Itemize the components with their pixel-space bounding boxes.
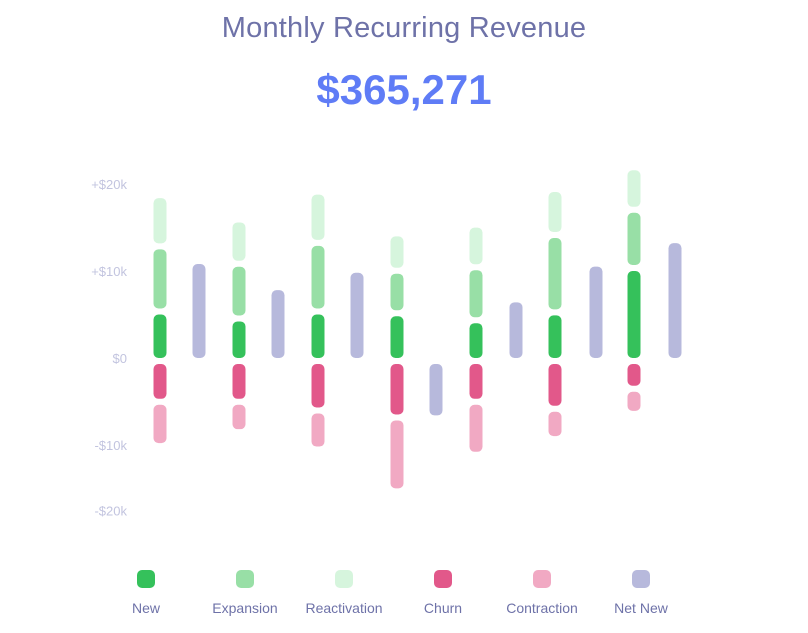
legend-item: Contraction xyxy=(506,570,578,616)
bar xyxy=(232,266,246,316)
legend-swatch xyxy=(434,570,452,588)
bar xyxy=(153,314,167,358)
bar xyxy=(390,273,404,311)
legend-swatch xyxy=(533,570,551,588)
y-tick-label: +$20k xyxy=(91,177,127,192)
mrr-total-value: $365,271 xyxy=(316,66,492,113)
bar xyxy=(311,314,325,358)
legend-label: Reactivation xyxy=(305,600,382,616)
bar xyxy=(311,413,325,447)
bar xyxy=(429,364,443,416)
bar xyxy=(232,404,246,430)
chart-title: Monthly Recurring Revenue xyxy=(221,12,587,44)
bar xyxy=(192,264,206,358)
y-tick-label: $0 xyxy=(113,351,127,366)
bar xyxy=(589,266,603,358)
bar xyxy=(232,222,246,261)
bar xyxy=(627,170,641,207)
legend-label: Expansion xyxy=(212,600,277,616)
y-tick-label: -$10k xyxy=(94,438,127,453)
legend-item: Churn xyxy=(424,570,462,616)
y-tick-label: -$20k xyxy=(94,503,127,518)
bar xyxy=(548,364,562,406)
bar xyxy=(668,243,682,358)
bars xyxy=(153,170,682,489)
bar xyxy=(390,420,404,489)
bar xyxy=(469,404,483,452)
bar xyxy=(232,364,246,399)
y-axis: +$20k +$10k $0 -$10k -$20k xyxy=(91,177,127,518)
legend-item: New xyxy=(132,570,161,616)
bar xyxy=(153,198,167,244)
legend-label: Churn xyxy=(424,600,462,616)
bar xyxy=(548,315,562,358)
bar xyxy=(509,302,523,358)
legend-swatch xyxy=(236,570,254,588)
bar xyxy=(153,364,167,399)
bar xyxy=(390,364,404,415)
bar xyxy=(627,271,641,358)
bar xyxy=(469,227,483,265)
legend-swatch xyxy=(137,570,155,588)
y-tick-label: +$10k xyxy=(91,264,127,279)
bar xyxy=(469,364,483,399)
legend-label: Net New xyxy=(614,600,669,616)
legend: New Expansion Reactivation Churn Contraction… xyxy=(132,570,669,616)
legend-label: New xyxy=(132,600,161,616)
bar xyxy=(390,236,404,268)
legend-label: Contraction xyxy=(506,600,578,616)
legend-item: Net New xyxy=(614,570,669,616)
bar xyxy=(548,192,562,233)
bar xyxy=(350,272,364,358)
bar xyxy=(311,245,325,309)
bar xyxy=(232,321,246,358)
bar xyxy=(548,238,562,310)
legend-swatch xyxy=(335,570,353,588)
legend-swatch xyxy=(632,570,650,588)
bar xyxy=(548,411,562,437)
bar xyxy=(390,316,404,358)
bar xyxy=(627,364,641,386)
bar xyxy=(153,404,167,444)
bar xyxy=(469,323,483,358)
bar xyxy=(469,270,483,318)
bar xyxy=(627,391,641,411)
bar xyxy=(627,212,641,265)
bar xyxy=(311,194,325,240)
legend-item: Expansion xyxy=(212,570,278,616)
bar xyxy=(271,290,285,358)
bar xyxy=(311,364,325,408)
legend-item: Reactivation xyxy=(305,570,383,616)
bar xyxy=(153,249,167,309)
